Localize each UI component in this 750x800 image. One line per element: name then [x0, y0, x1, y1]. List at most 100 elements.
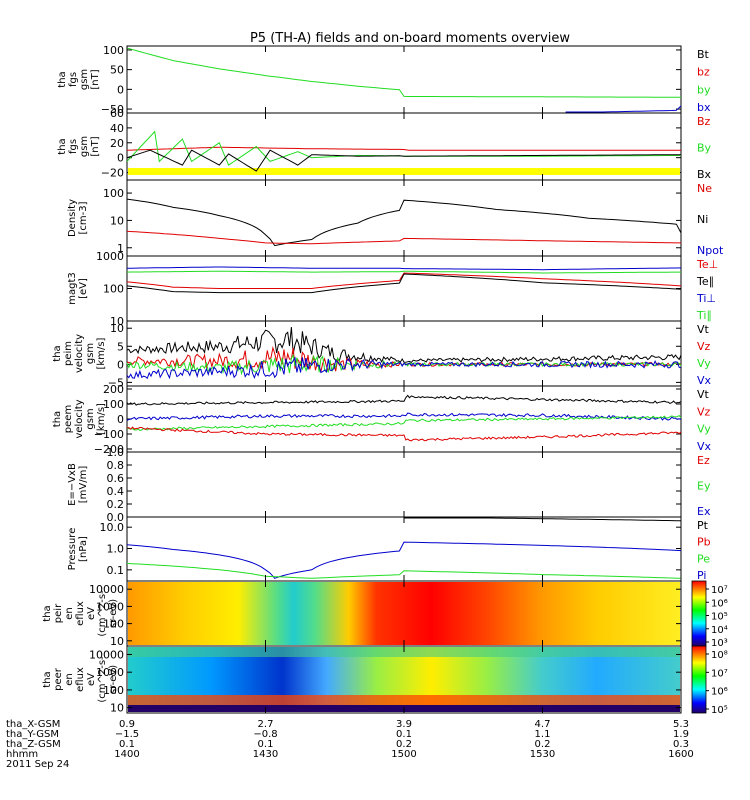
legend-Pt: Pt — [697, 519, 709, 532]
xaxis-value: 0.1 — [396, 729, 412, 740]
panel-pressure: 10.0 1.0 0.1 Pressure [nPa] Pt Pb Pe Pi — [67, 516, 711, 582]
y-tick-label: −200 — [94, 443, 124, 456]
panel-velocity_small: 10 5 0 −5 tha peim velocity gsm [km/s] Vt Vz Vy Vx — [52, 320, 712, 389]
series-Ni — [126, 198, 682, 247]
xaxis-value: 0.1 — [119, 739, 135, 750]
xaxis-value: 0.2 — [535, 739, 551, 750]
y-tick-label: 1000 — [96, 666, 124, 679]
legend-Pe: Pe — [697, 552, 710, 565]
y-axis-label: tha — [57, 71, 68, 87]
legend-Vy: Vy — [697, 423, 711, 436]
y-tick-label: 10000 — [89, 583, 124, 596]
y-tick-label: 0 — [117, 358, 124, 371]
y-tick-label: 1000 — [96, 250, 124, 263]
y-axis-label: eflux — [75, 667, 86, 692]
plot-title: P5 (TH-A) fields and on-board moments ov… — [250, 31, 570, 46]
y-tick-label: 50 — [110, 64, 124, 77]
y-axis-label: peim — [63, 341, 74, 366]
y-tick-label: 10 — [110, 214, 124, 227]
y-axis-label: peir — [53, 603, 64, 623]
y-axis-label: Pressure — [67, 528, 78, 571]
legend-Ti⊥: Ti⊥ — [696, 292, 716, 305]
y-axis-label: en — [64, 607, 75, 620]
y-axis-label: velocity — [74, 399, 85, 438]
panel-frame — [126, 179, 682, 257]
y-tick-label: 100 — [103, 187, 124, 200]
y-axis-label: sr-eV) — [108, 599, 119, 628]
series-Vt — [126, 327, 682, 364]
y-tick-label: 10.0 — [100, 521, 125, 534]
y-axis-label: fgs — [68, 139, 79, 154]
xaxis-row-label: tha_Z-GSM — [6, 739, 61, 750]
legend-Ne: Ne — [697, 182, 712, 195]
xaxis-value: −0.8 — [253, 729, 277, 740]
xaxis-value: 1600 — [668, 749, 693, 760]
series-Ti⊥ — [127, 266, 682, 271]
panel-fgs_gsm_zoom: 60 40 20 0 −20 tha fgs gsm [nT] Bz By Bx — [57, 107, 712, 181]
y-tick-label: −5 — [108, 376, 124, 389]
y-tick-label: 0.4 — [107, 485, 125, 498]
series-Vx — [126, 356, 682, 380]
xaxis-value: 0.1 — [258, 739, 274, 750]
series-Ti∥ — [126, 270, 681, 274]
xaxis-value: 2.7 — [258, 719, 274, 730]
status-bar — [128, 168, 680, 175]
xaxis-value: 1430 — [253, 749, 278, 760]
y-tick-label: 100 — [103, 44, 124, 57]
legend-Ni: Ni — [697, 213, 708, 226]
y-tick-label: 200 — [103, 383, 124, 396]
xaxis-row-label: tha_Y-GSM — [6, 729, 59, 740]
series-bx — [565, 105, 682, 113]
colorbar-tick-label: 10⁵ — [711, 705, 728, 716]
y-axis-label: [km/s] — [96, 403, 107, 435]
date-label: 2011 Sep 24 — [6, 759, 69, 770]
xaxis-value: 1400 — [114, 749, 139, 760]
legend-Ez: Ez — [697, 454, 710, 467]
xaxis-value: 0.2 — [396, 739, 412, 750]
series-Pe — [126, 562, 682, 579]
y-axis-label: gsm — [85, 408, 96, 429]
xaxis-value: −1.5 — [115, 729, 139, 740]
y-axis-label: tha — [57, 138, 68, 154]
colorbar-tick-label: 10⁶ — [711, 687, 728, 698]
panel-ion_spectrogram: 10⁷ 10⁶ 10⁵ 10⁴ 10³ 10000 1000 100 10 tha peir en ef… — [42, 580, 728, 649]
colorbar-tick-label: 10⁸ — [711, 650, 728, 661]
x-axis-table: tha_X-GSM 0.9 2.7 3.9 4.7 5.3 tha_Y-GSM −1.5 −0.… — [6, 719, 694, 770]
series-Bz — [126, 146, 681, 151]
y-tick-label: 0 — [117, 413, 124, 426]
y-tick-label: 1 — [117, 242, 124, 255]
y-tick-label: 1.0 — [107, 446, 125, 459]
y-axis-label: magt3 — [67, 272, 78, 305]
series-by — [126, 47, 681, 98]
y-tick-label: 40 — [110, 122, 124, 135]
y-axis-label: [nT] — [90, 136, 101, 156]
colorbar-tick-label: 10⁶ — [711, 598, 728, 609]
y-axis-label: tha — [42, 671, 53, 687]
legend-Npot: Npot — [697, 244, 724, 257]
xaxis-row-label: tha_X-GSM — [6, 719, 60, 730]
series-Vt — [126, 394, 682, 406]
y-tick-label: 10000 — [89, 648, 124, 661]
y-axis-label: peem — [63, 405, 74, 433]
series-Vy — [126, 414, 682, 431]
colorbar-tick-label: 10³ — [711, 638, 728, 649]
panel-velocity_large: 200 100 0 −100 −200 tha peem velocity gsm [km/s] V… — [52, 383, 712, 456]
legend-by: by — [697, 83, 711, 96]
colorbar — [691, 580, 707, 647]
y-tick-label: 100 — [103, 398, 124, 411]
legend-Vt: Vt — [697, 388, 710, 401]
legend-Pi: Pi — [697, 569, 706, 582]
panel-temperature: 1000 100 10 magt3 [eV] Te⊥ Te∥ Ti⊥ Ti∥ — [67, 250, 718, 328]
y-tick-label: 10 — [110, 635, 124, 648]
panel-frame — [126, 320, 682, 387]
panel-density: 100 10 1 Density [cm-3] Ne Ni Npot — [67, 179, 724, 257]
y-axis-label: Density — [67, 199, 78, 237]
y-tick-label: 100 — [103, 283, 124, 296]
xaxis-row-label: hhmm — [6, 749, 38, 760]
y-tick-label: 0 — [117, 83, 124, 96]
series-Vz — [126, 426, 682, 442]
y-axis-label: tha — [42, 605, 53, 621]
xaxis-value: 0.3 — [673, 739, 689, 750]
legend-Vx: Vx — [697, 374, 712, 387]
series-Te⊥ — [126, 272, 682, 289]
